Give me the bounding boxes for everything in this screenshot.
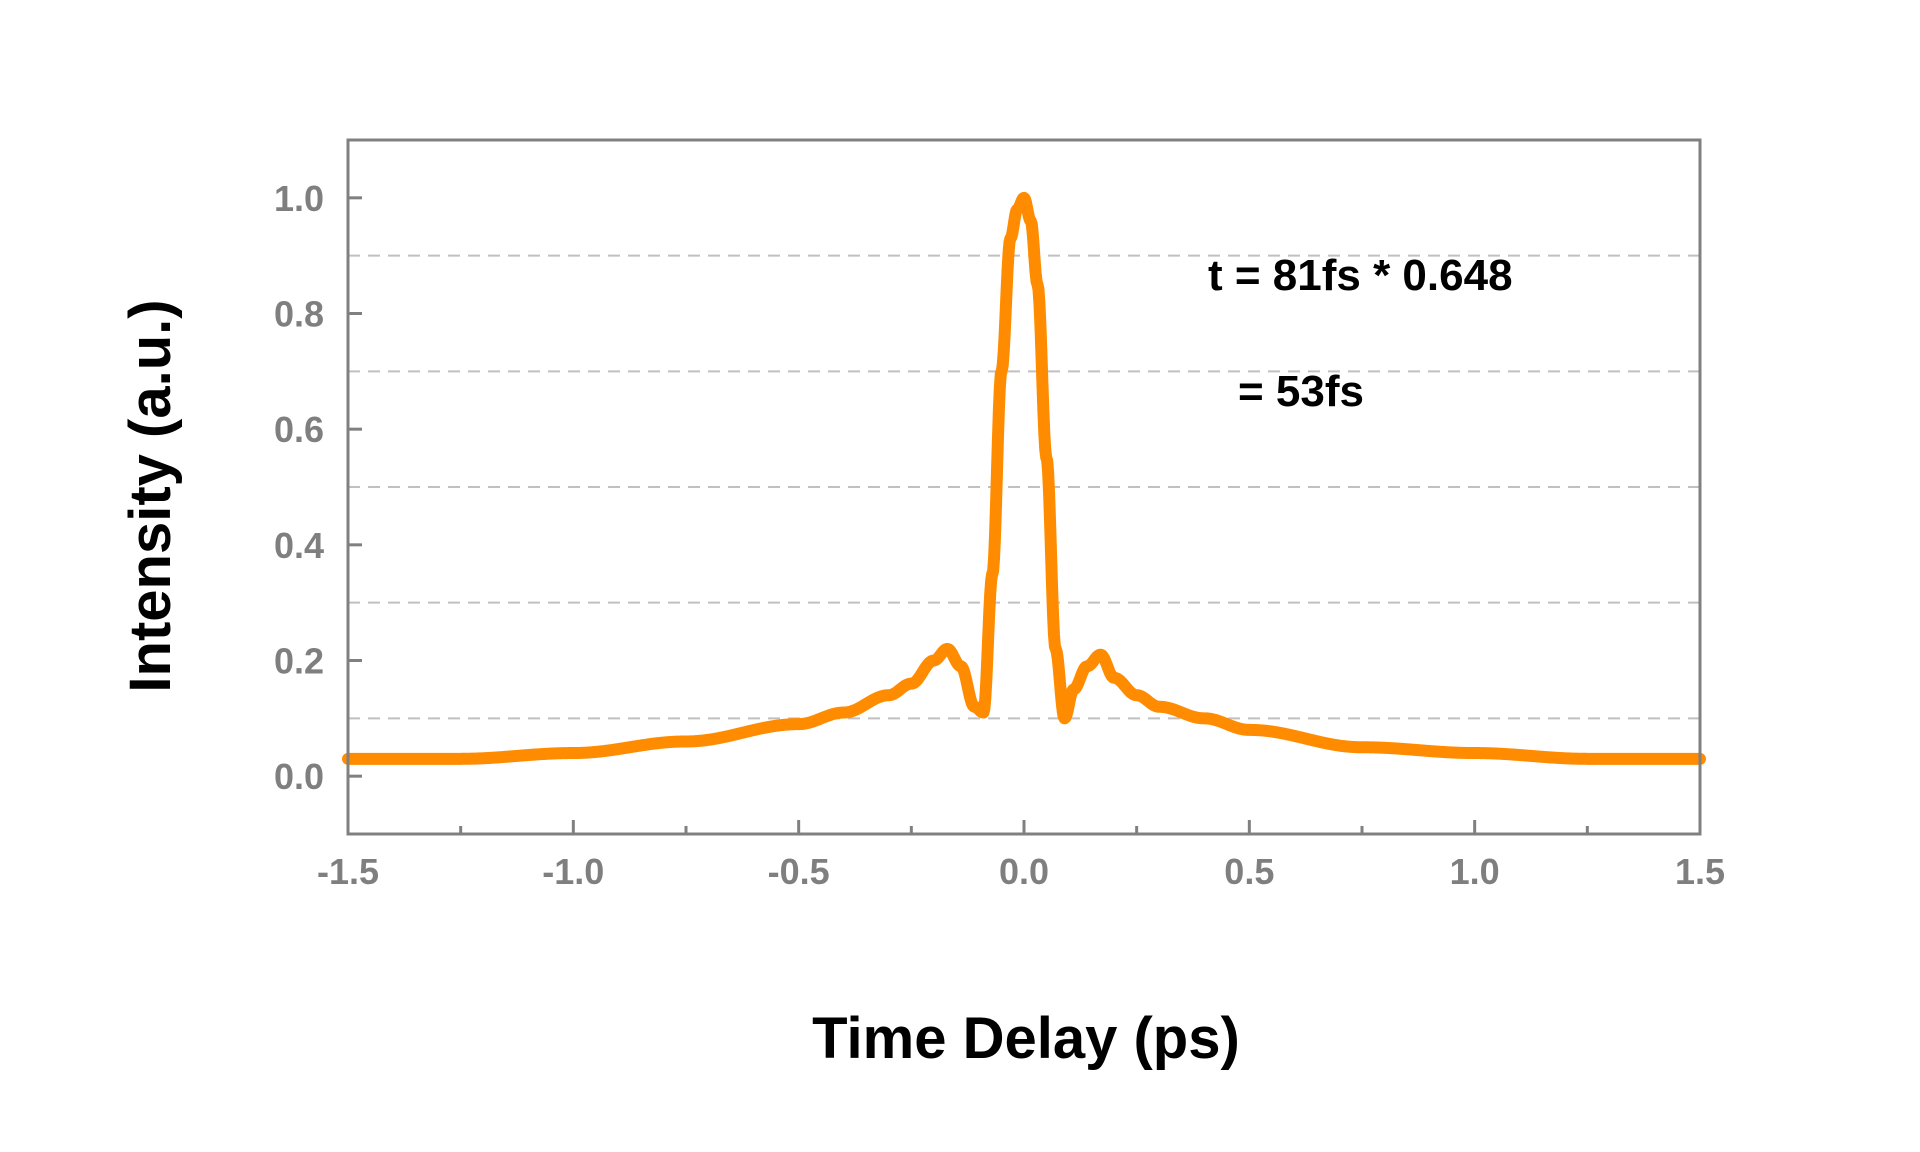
x-axis-title: Time Delay (ps) xyxy=(812,1006,1240,1071)
annotation-pulse-formula: t = 81fs * 0.648 xyxy=(1208,251,1513,300)
x-tick-label: -1.5 xyxy=(317,851,379,892)
grid-lines xyxy=(348,254,1700,720)
x-tick-label: -0.5 xyxy=(768,851,830,892)
x-tick-label: 1.0 xyxy=(1450,851,1500,892)
y-tick-label: 0.4 xyxy=(274,525,324,566)
y-tick-label: 0.8 xyxy=(274,294,324,335)
series-layer xyxy=(342,191,1706,765)
x-axis: -1.5 -1.0 -0.5 0.0 0.5 1.0 1.5 xyxy=(317,820,1725,892)
x-tick-label: -1.0 xyxy=(542,851,604,892)
x-tick-label: 0.0 xyxy=(999,851,1049,892)
y-tick-label: 0.0 xyxy=(274,756,324,797)
x-tick-label: 0.5 xyxy=(1224,851,1274,892)
y-tick-label: 1.0 xyxy=(274,178,324,219)
x-tick-label: 1.5 xyxy=(1675,851,1725,892)
y-axis: 0.0 0.2 0.4 0.6 0.8 1.0 xyxy=(274,178,362,797)
series-line xyxy=(342,191,1706,765)
annotation-pulse-result: = 53fs xyxy=(1238,367,1364,416)
y-tick-label: 0.2 xyxy=(274,641,324,682)
y-axis-title: Intensity (a.u.) xyxy=(118,299,183,692)
y-tick-label: 0.6 xyxy=(274,409,324,450)
